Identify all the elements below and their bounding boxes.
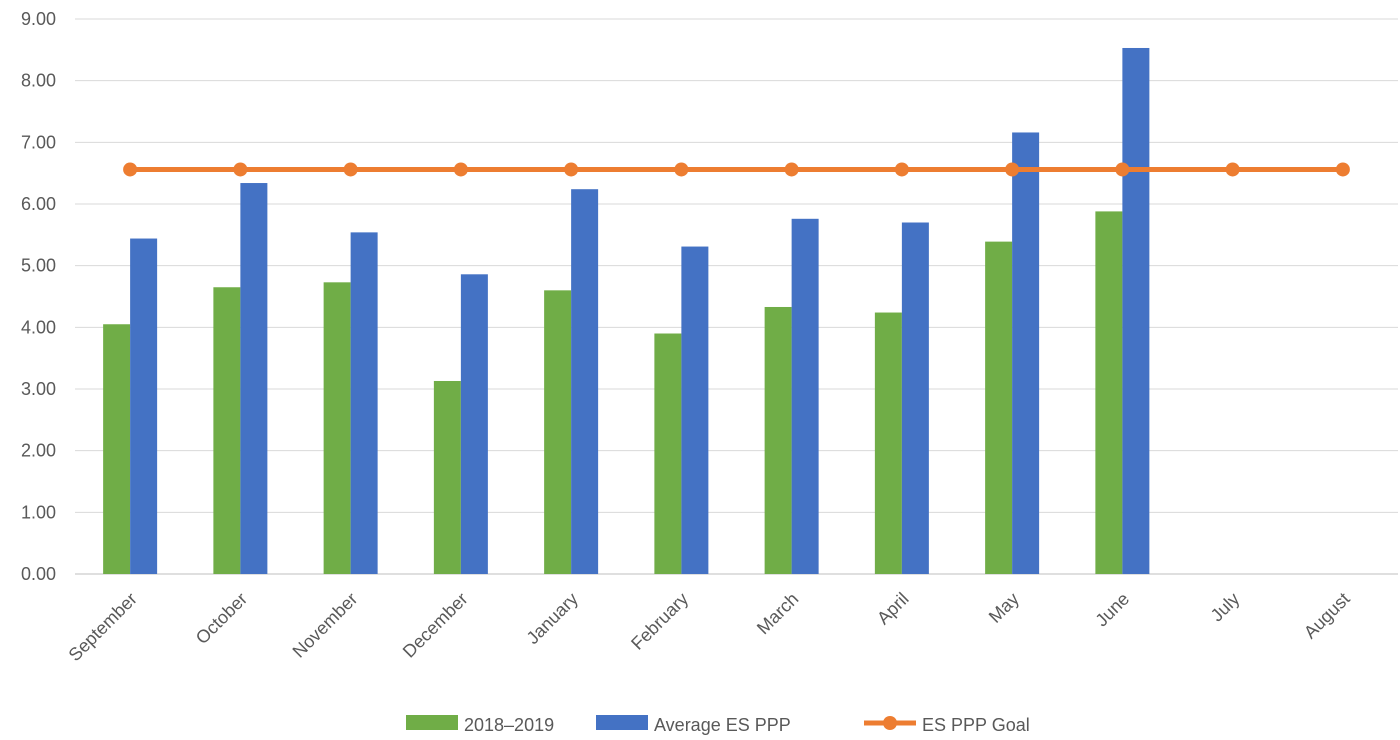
legend-swatch-marker: [883, 716, 897, 730]
y-axis-ticks: 0.00 1.00 2.00 3.00 4.00 5.00 6.00 7.00 8.00 9.00: [21, 9, 56, 584]
bar-series-2018-2019: [764, 306, 792, 574]
goal-marker: [343, 162, 358, 177]
x-tick-label: February: [627, 589, 692, 654]
x-tick-label: October: [192, 589, 251, 648]
y-tick-label: 8.00: [21, 71, 56, 91]
bar-average-es-ppp: [681, 246, 709, 575]
legend-swatch: [596, 715, 648, 730]
x-tick-label: April: [873, 589, 913, 629]
bar-series-2018-2019: [323, 282, 351, 574]
legend-label: 2018–2019: [464, 715, 554, 735]
goal-marker: [784, 162, 799, 177]
x-tick-label: August: [1300, 589, 1354, 643]
bars: [103, 47, 1150, 575]
x-tick-label: December: [399, 589, 472, 662]
y-tick-label: 1.00: [21, 502, 56, 522]
x-tick-label: September: [65, 589, 141, 665]
bar-average-es-ppp: [1012, 132, 1040, 574]
x-tick-label: January: [523, 589, 582, 648]
bar-series-2018-2019: [103, 324, 131, 574]
goal-marker: [894, 162, 909, 177]
bar-average-es-ppp: [240, 183, 268, 575]
bar-average-es-ppp: [901, 222, 929, 574]
y-tick-label: 2.00: [21, 441, 56, 461]
legend-label: Average ES PPP: [654, 715, 791, 735]
x-axis-ticks: September October November December January F…: [65, 589, 1354, 665]
bar-average-es-ppp: [791, 218, 819, 575]
y-tick-label: 0.00: [21, 564, 56, 584]
x-tick-label: July: [1207, 589, 1244, 626]
bar-series-2018-2019: [1095, 211, 1123, 574]
bar-average-es-ppp: [460, 274, 488, 574]
bar-average-es-ppp: [350, 232, 378, 574]
x-tick-label: November: [289, 589, 362, 662]
y-tick-label: 9.00: [21, 9, 56, 29]
y-tick-label: 4.00: [21, 317, 56, 337]
y-tick-label: 7.00: [21, 132, 56, 152]
goal-marker: [1115, 162, 1130, 177]
goal-marker: [674, 162, 689, 177]
bar-series-2018-2019: [213, 287, 241, 574]
bar-series-2018-2019: [874, 312, 902, 574]
y-tick-label: 6.00: [21, 194, 56, 214]
gridlines: [75, 18, 1398, 575]
bar-series-2018-2019: [985, 241, 1013, 574]
goal-marker: [453, 162, 468, 177]
goal-marker: [1005, 162, 1020, 177]
x-tick-label: May: [985, 589, 1023, 627]
bar-average-es-ppp: [571, 189, 599, 574]
x-tick-label: March: [753, 589, 803, 639]
legend-swatch: [406, 715, 458, 730]
goal-marker: [233, 162, 248, 177]
bar-series-2018-2019: [654, 333, 682, 574]
goal-line: [123, 162, 1350, 177]
x-tick-label: June: [1091, 589, 1133, 631]
bar-average-es-ppp: [130, 238, 158, 575]
bar-series-2018-2019: [433, 380, 461, 574]
bar-average-es-ppp: [1122, 47, 1150, 574]
y-tick-label: 5.00: [21, 256, 56, 276]
y-tick-label: 3.00: [21, 379, 56, 399]
goal-marker: [1335, 162, 1350, 177]
bar-series-2018-2019: [544, 290, 572, 574]
goal-marker: [1225, 162, 1240, 177]
goal-marker: [564, 162, 579, 177]
legend-label: ES PPP Goal: [922, 715, 1030, 735]
legend: 2018–2019 Average ES PPP ES PPP Goal: [406, 715, 1030, 735]
goal-marker: [123, 162, 138, 177]
